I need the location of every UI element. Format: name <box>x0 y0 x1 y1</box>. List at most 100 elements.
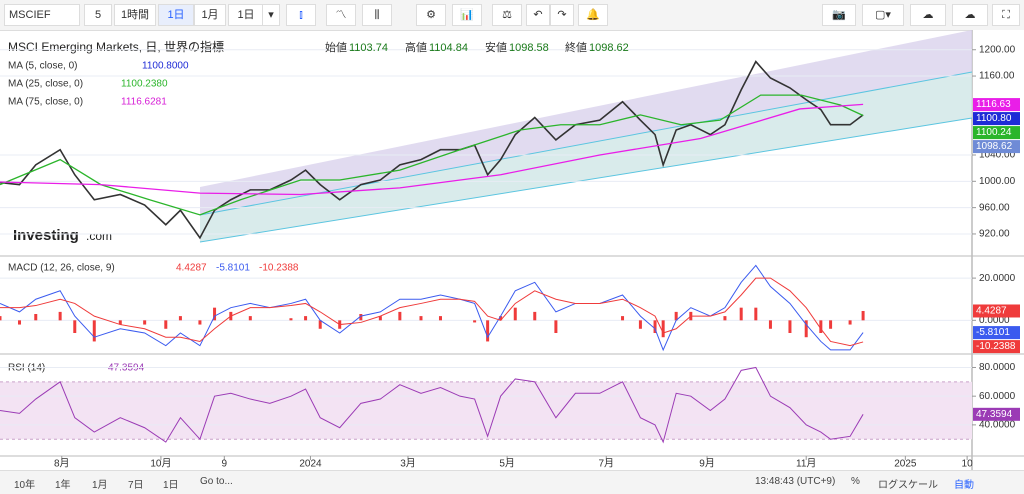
rsi-band <box>0 381 972 440</box>
histogram-bar <box>92 320 96 342</box>
histogram-bar <box>513 307 517 321</box>
y-tick-label: 20.0000 <box>979 273 1016 284</box>
histogram-bar <box>304 316 308 321</box>
histogram-bar <box>73 320 77 333</box>
dropdown[interactable]: ▾ <box>262 4 280 26</box>
histogram-bar <box>829 320 833 329</box>
histogram-bar <box>621 316 625 321</box>
ohlc-name: 始値 <box>325 40 347 54</box>
indicator-value: 1116.6281 <box>121 97 167 108</box>
histogram-bar <box>848 320 852 325</box>
badge-label: 1100.80 <box>976 113 1012 124</box>
histogram-bar <box>674 311 678 321</box>
range-button[interactable]: 10年 <box>14 480 36 491</box>
ohlc-name: 安値 <box>485 40 507 54</box>
ohlc-value: 1104.84 <box>429 42 468 54</box>
indicator-icon[interactable]: 📊 <box>452 4 482 26</box>
ohlc-value: 1098.58 <box>509 42 549 54</box>
macd-hist-value: 4.4287 <box>176 263 207 274</box>
fullscreen-icon[interactable]: ⛶ <box>992 4 1020 26</box>
histogram-bar <box>18 320 22 325</box>
histogram-bar <box>178 316 182 321</box>
redo-icon[interactable]: ↷ <box>550 4 574 26</box>
y-tick-label: 80.0000 <box>979 362 1016 373</box>
x-tick-label: 9 <box>222 459 228 470</box>
line-icon[interactable]: 〽 <box>326 4 356 26</box>
histogram-bar <box>438 316 442 321</box>
option-button[interactable]: 自動 <box>954 480 974 491</box>
candle-icon[interactable]: ⫾ <box>286 4 316 26</box>
price-badge <box>973 140 1020 154</box>
x-tick-label: 11月 <box>796 458 816 470</box>
histogram-bar <box>861 310 865 321</box>
histogram-bar <box>638 320 642 329</box>
price-badge <box>973 98 1020 112</box>
channel-bottom <box>199 117 973 243</box>
y-tick-label: 60.0000 <box>979 391 1016 402</box>
macd-title: MACD (12, 26, close, 9) <box>8 263 115 274</box>
price-badge <box>973 112 1020 126</box>
histogram-bar <box>248 316 252 321</box>
range-button[interactable]: Go to... <box>200 476 233 487</box>
compare-icon[interactable]: ⚖ <box>492 4 522 26</box>
histogram-bar <box>198 320 202 325</box>
x-tick-label: 10月 <box>150 458 171 470</box>
interval[interactable]: 1日 <box>158 4 194 26</box>
range-button[interactable]: 7日 <box>128 480 144 491</box>
badge-label: 1100.24 <box>976 127 1012 138</box>
badge-label: 1116.63 <box>976 99 1011 110</box>
ohlc-name: 終値 <box>565 40 587 54</box>
clock: 13:48:43 (UTC+9) <box>755 476 836 487</box>
y-tick-label: 1000.00 <box>979 176 1016 187</box>
y-tick-label: 960.00 <box>979 202 1010 213</box>
alert-icon[interactable]: 🔔 <box>578 4 608 26</box>
x-tick-label: 5月 <box>499 458 515 470</box>
ohlc-value: 1103.74 <box>349 42 388 54</box>
interval[interactable]: 1日 <box>228 4 264 26</box>
histogram-bar <box>754 307 758 321</box>
histogram-bar <box>486 320 490 342</box>
range-button[interactable]: 1年 <box>55 480 71 491</box>
option-button[interactable]: ログスケール <box>878 480 938 491</box>
x-tick-label: 10 <box>962 459 974 470</box>
histogram-bar <box>34 314 38 321</box>
camera-icon[interactable]: 📷 <box>822 4 856 26</box>
price-badge <box>973 340 1020 354</box>
bar-icon[interactable]: ⫼ <box>362 4 392 26</box>
histogram-bar <box>819 320 823 333</box>
interval[interactable]: 1時間 <box>114 4 156 26</box>
range-button[interactable]: 1日 <box>163 480 179 491</box>
color-icon[interactable]: ▢▾ <box>862 4 904 26</box>
chart: MSCI Emerging Markets, 日, 世界の指標 Investin… <box>0 30 1024 470</box>
bottom-bar: 10年 1年 1月 7日 1日 Go to... 13:48:43 (UTC+9)% ログスケ… <box>0 470 1024 494</box>
histogram-bar <box>378 316 382 321</box>
upload-icon[interactable]: ☁ <box>952 4 988 26</box>
settings-icon[interactable]: ⚙ <box>416 4 446 26</box>
option-button[interactable]: % <box>851 476 860 487</box>
histogram-bar <box>533 311 537 321</box>
y-tick-label: 1200.00 <box>979 44 1016 55</box>
badge-label: 4.4287 <box>976 306 1007 317</box>
series-line <box>0 103 864 196</box>
indicator-name: MA (25, close, 0) <box>8 79 83 90</box>
ohlc-name: 高値 <box>405 40 427 54</box>
signal-value: -10.2388 <box>259 263 299 274</box>
histogram-bar <box>788 320 792 333</box>
price-badge <box>973 126 1020 140</box>
histogram-bar <box>804 320 808 338</box>
price-badge <box>973 304 1020 318</box>
histogram-bar <box>359 314 363 321</box>
y-tick-label: 1160.00 <box>979 71 1015 82</box>
symbol-input[interactable]: MSCIEF <box>4 4 80 26</box>
cloud-icon[interactable]: ☁ <box>910 4 946 26</box>
x-tick-label: 2024 <box>299 459 322 470</box>
interval[interactable]: 5 <box>84 4 112 26</box>
interval[interactable]: 1月 <box>194 4 226 26</box>
x-tick-label: 3月 <box>400 458 416 470</box>
undo-icon[interactable]: ↶ <box>526 4 550 26</box>
range-button[interactable]: 1月 <box>92 480 108 491</box>
histogram-bar <box>473 320 477 323</box>
histogram-bar <box>499 316 503 321</box>
indicator-name: MA (75, close, 0) <box>8 97 83 108</box>
